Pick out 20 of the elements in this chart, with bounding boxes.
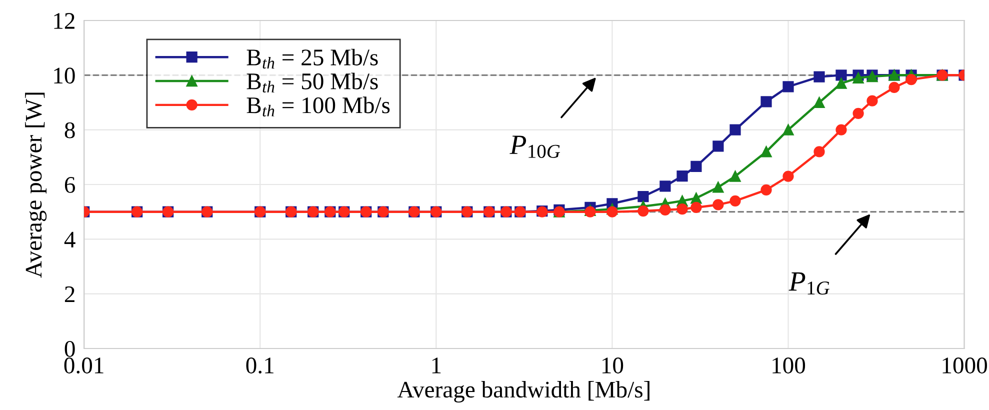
legend-label: B$_{th}$ = 100 Mb/s [246, 96, 390, 116]
y-tick-label: 4 [64, 232, 76, 248]
y-tick-label: 10 [54, 68, 75, 84]
x-tick-label: 0.01 [64, 358, 104, 374]
annotation: P$_{1G}$ [788, 272, 830, 295]
y-tick-label: 2 [64, 286, 74, 302]
y-tick-label: 0 [64, 340, 75, 357]
y-tick-label: 6 [64, 177, 76, 193]
x-axis-title: Average bandwidth [Mb/s] [397, 381, 650, 402]
legend-label: B$_{th}$ = 50 Mb/s [246, 72, 378, 93]
y-axis-title: Average power [W] [25, 92, 47, 278]
y-tick-label: 12 [54, 13, 74, 29]
x-tick-label: 0.1 [246, 358, 274, 374]
x-tick-label: 10 [602, 358, 624, 374]
x-tick-label: 1 [432, 358, 441, 374]
x-tick-label: 100 [772, 358, 806, 374]
legend-label: B$_{th}$ = 25 Mb/s [246, 48, 378, 69]
y-tick-label: 8 [64, 122, 75, 138]
x-tick-label: 1000 [942, 358, 987, 374]
annotation: P$_{10G}$ [510, 136, 560, 158]
